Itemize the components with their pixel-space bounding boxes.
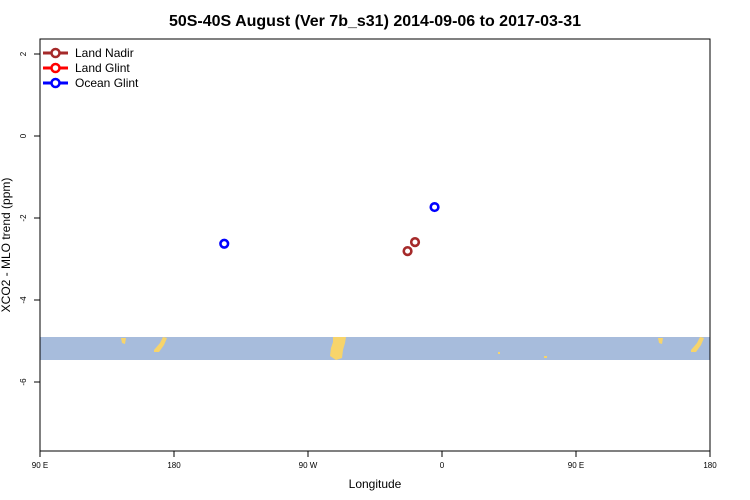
x-tick-label-5: 180 xyxy=(703,461,717,470)
points-layer xyxy=(219,201,440,257)
map-band xyxy=(40,337,710,360)
y-tick-4: -6 xyxy=(19,378,40,386)
x-tick-3: 0 xyxy=(440,451,445,470)
y-tick-label-2: -2 xyxy=(19,214,28,222)
y-tick-2: -2 xyxy=(19,214,40,222)
map-band-ocean xyxy=(40,337,710,360)
x-tick-2: 90 W xyxy=(299,451,318,470)
plot-frame xyxy=(39,38,711,452)
legend-marker-land-nadir xyxy=(50,47,61,59)
legend-label-land-glint: Land Glint xyxy=(75,61,130,75)
y-axis-title: XCO2 - MLO trend (ppm) xyxy=(0,178,13,313)
x-tick-label-0: 90 E xyxy=(32,461,48,470)
data-point-ocean-glint-1 xyxy=(429,201,440,213)
land-patch-tasmania-repeat xyxy=(658,338,663,344)
x-tick-1: 180 xyxy=(167,451,181,470)
y-axis: 2 0 -2 -4 -6 XCO2 - MLO trend (ppm) xyxy=(0,39,41,451)
x-tick-label-2: 90 W xyxy=(299,461,318,470)
legend-marker-land-glint xyxy=(50,62,61,74)
land-patch-islands-west xyxy=(498,352,500,354)
x-tick-5: 180 xyxy=(703,451,717,470)
x-tick-label-3: 0 xyxy=(440,461,445,470)
land-patch-tasmania xyxy=(121,338,126,344)
x-tick-4: 90 E xyxy=(568,451,584,470)
data-point-ocean-glint-0 xyxy=(219,238,230,249)
legend-marker-ocean-glint xyxy=(50,77,61,89)
x-axis-title: Longitude xyxy=(349,477,402,491)
y-tick-label-4: -6 xyxy=(19,378,28,386)
chart-title: 50S-40S August (Ver 7b_s31) 2014-09-06 t… xyxy=(169,13,581,30)
y-tick-0: 2 xyxy=(19,51,40,56)
land-patch-new-zealand xyxy=(154,337,167,352)
legend-item-land-glint: Land Glint xyxy=(43,61,130,75)
land-patch-new-zealand-repeat xyxy=(691,337,704,352)
legend-label-land-nadir: Land Nadir xyxy=(75,46,134,60)
legend: Land Nadir Land Glint Ocean Glint xyxy=(43,46,139,90)
x-axis: 90 E 180 90 W 0 90 E 180 Longitude xyxy=(32,450,717,491)
land-patch-islands-mid xyxy=(544,356,547,358)
map-band-land xyxy=(121,337,704,360)
y-tick-label-3: -4 xyxy=(19,296,28,304)
y-tick-3: -4 xyxy=(19,296,40,304)
y-tick-label-1: 0 xyxy=(19,133,28,138)
legend-item-ocean-glint: Ocean Glint xyxy=(43,76,139,90)
x-tick-0: 90 E xyxy=(32,451,48,470)
y-tick-label-0: 2 xyxy=(19,51,28,56)
y-tick-1: 0 xyxy=(19,133,40,138)
land-patch-south-america xyxy=(330,337,346,360)
x-tick-label-4: 90 E xyxy=(568,461,584,470)
x-tick-label-1: 180 xyxy=(167,461,181,470)
data-point-land-nadir-0 xyxy=(402,246,413,257)
legend-item-land-nadir: Land Nadir xyxy=(43,46,134,60)
data-point-land-nadir-1 xyxy=(409,237,421,248)
legend-label-ocean-glint: Ocean Glint xyxy=(75,76,139,90)
